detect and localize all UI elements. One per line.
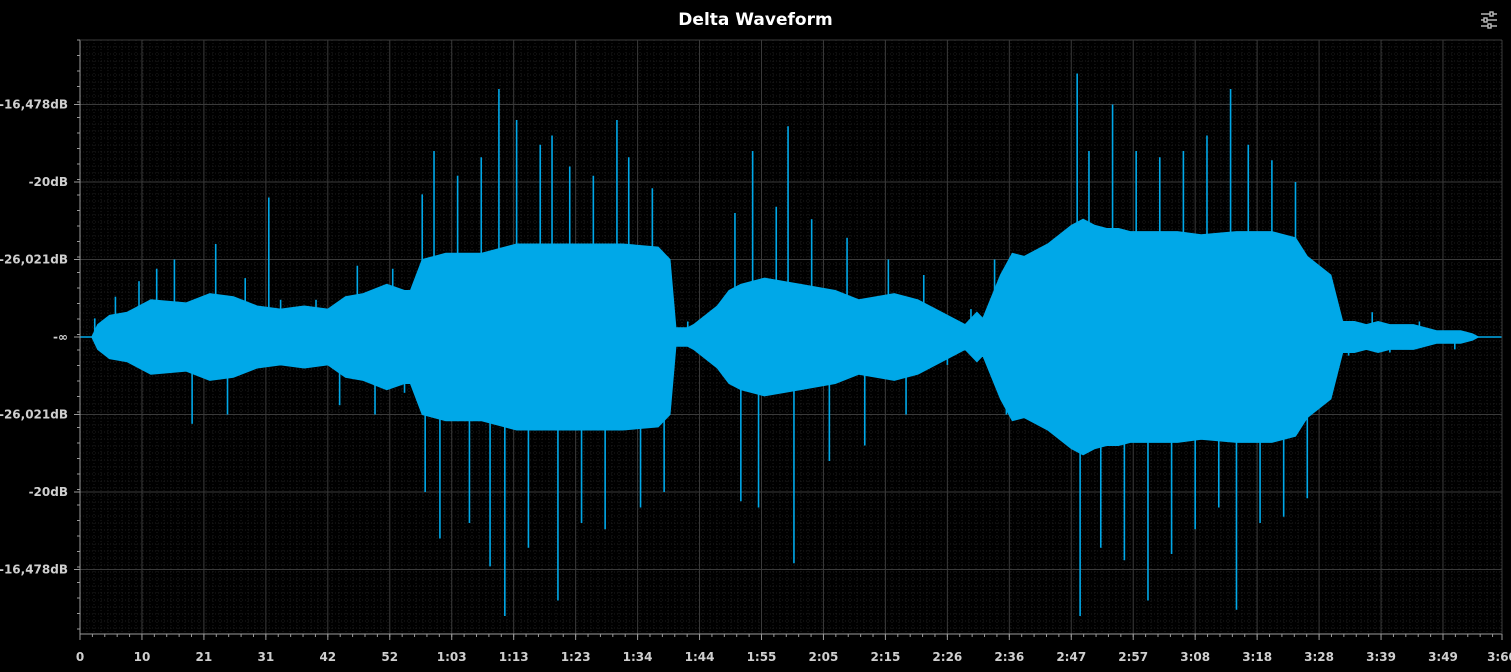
x-tick-label: 52 <box>381 650 398 664</box>
x-tick-label: 0 <box>76 650 84 664</box>
x-tick-label: 2:47 <box>1056 650 1086 664</box>
x-tick-label: 2:15 <box>870 650 900 664</box>
x-tick-label: 3:08 <box>1180 650 1210 664</box>
x-tick-label: 3:60 <box>1487 650 1511 664</box>
x-tick-label: 1:13 <box>499 650 529 664</box>
y-tick-label: -16,478dB <box>0 98 68 112</box>
x-tick-label: 2:05 <box>809 650 839 664</box>
x-tick-label: 1:44 <box>685 650 715 664</box>
x-tick-label: 10 <box>134 650 151 664</box>
x-tick-label: 3:39 <box>1366 650 1396 664</box>
x-tick-label: 1:55 <box>747 650 777 664</box>
y-tick-label: -26,021dB <box>0 408 68 422</box>
x-tick-label: 1:23 <box>561 650 591 664</box>
y-tick-label: -∞ <box>53 330 68 344</box>
sliders-icon[interactable] <box>1478 9 1500 31</box>
x-tick-label: 42 <box>319 650 336 664</box>
x-tick-label: 1:34 <box>623 650 653 664</box>
x-tick-label: 31 <box>258 650 275 664</box>
x-tick-label: 21 <box>196 650 213 664</box>
y-axis: -16,478dB -20dB -26,021dB -∞ -26,021dB -20dB -… <box>0 39 80 630</box>
x-axis: 0 10 21 31 42 52 1:03 1:13 1:23 1:34 1:44 1:55 2:05 2… <box>76 634 1511 664</box>
y-tick-label: -20dB <box>29 175 68 189</box>
x-tick-label: 2:36 <box>994 650 1024 664</box>
x-tick-label: 2:26 <box>932 650 962 664</box>
waveform-series <box>80 73 1502 616</box>
x-tick-label: 3:28 <box>1304 650 1334 664</box>
x-tick-label: 3:49 <box>1428 650 1458 664</box>
x-tick-label: 1:03 <box>437 650 467 664</box>
y-tick-label: -16,478dB <box>0 563 68 577</box>
y-tick-label: -20dB <box>29 485 68 499</box>
x-tick-label: 3:18 <box>1242 650 1272 664</box>
x-tick-label: 2:57 <box>1118 650 1148 664</box>
y-tick-label: -26,021dB <box>0 253 68 267</box>
chart-title: Delta Waveform <box>678 10 833 30</box>
